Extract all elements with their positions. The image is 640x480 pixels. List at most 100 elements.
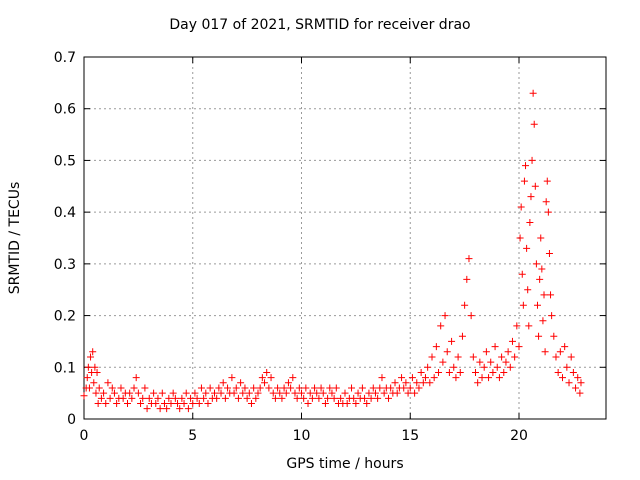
data-point-marker xyxy=(206,384,214,392)
data-point-marker xyxy=(211,389,218,397)
data-point-marker xyxy=(519,301,527,309)
data-point-marker xyxy=(358,384,366,392)
data-point-marker xyxy=(522,162,530,170)
data-point-marker xyxy=(293,394,301,402)
data-point-marker xyxy=(491,343,499,351)
data-point-marker xyxy=(391,379,399,387)
data-point-marker xyxy=(83,374,91,382)
data-point-marker xyxy=(291,389,299,397)
data-point-marker xyxy=(145,394,153,402)
data-point-marker xyxy=(428,353,436,361)
data-point-marker xyxy=(352,399,360,407)
data-point-marker xyxy=(482,348,490,356)
data-point-marker xyxy=(380,389,388,397)
data-point-marker xyxy=(535,332,543,340)
data-point-marker xyxy=(437,322,445,330)
data-point-marker xyxy=(176,405,184,413)
data-point-marker xyxy=(298,389,305,397)
data-point-marker xyxy=(493,363,501,371)
data-point-marker xyxy=(261,379,269,387)
y-tick-label: 0 xyxy=(67,412,76,428)
data-point-marker xyxy=(110,389,118,397)
data-point-marker xyxy=(448,337,456,345)
grid-lines xyxy=(84,57,606,419)
y-tick-label: 0.3 xyxy=(54,257,76,273)
data-point-marker xyxy=(128,394,136,402)
data-point-marker xyxy=(150,389,158,397)
data-point-marker xyxy=(219,379,227,387)
x-tick-label: 10 xyxy=(293,428,311,444)
data-point-marker xyxy=(516,234,524,242)
data-point-marker xyxy=(450,363,458,371)
data-point-marker xyxy=(376,384,384,392)
data-point-marker xyxy=(94,399,102,407)
data-point-marker xyxy=(117,384,125,392)
data-point-marker xyxy=(421,374,429,382)
data-point-marker xyxy=(430,374,438,382)
data-point-marker xyxy=(561,343,569,351)
data-point-marker xyxy=(180,399,188,407)
data-point-marker xyxy=(280,384,288,392)
data-point-marker xyxy=(104,379,112,387)
data-point-marker xyxy=(406,384,414,392)
data-point-marker xyxy=(330,394,338,402)
data-point-marker xyxy=(520,177,528,185)
y-tick-label: 0.1 xyxy=(54,360,76,376)
data-point-marker xyxy=(536,275,544,283)
data-point-marker xyxy=(313,389,321,397)
data-point-marker xyxy=(302,384,310,392)
data-point-marker xyxy=(221,394,229,402)
data-point-marker xyxy=(306,389,314,397)
data-point-marker xyxy=(547,291,555,299)
data-point-marker xyxy=(254,389,262,397)
data-point-marker xyxy=(504,348,512,356)
data-point-marker xyxy=(474,379,482,387)
data-point-marker xyxy=(289,374,297,382)
data-point-marker xyxy=(465,255,473,263)
data-point-marker xyxy=(369,384,377,392)
data-point-marker xyxy=(174,399,182,407)
data-point-marker xyxy=(304,399,312,407)
data-point-marker xyxy=(559,374,566,382)
data-point-marker xyxy=(417,368,425,376)
data-point-marker xyxy=(554,368,562,376)
data-point-marker xyxy=(443,348,451,356)
data-point-marker xyxy=(533,301,541,309)
data-point-marker xyxy=(106,394,114,402)
data-point-marker xyxy=(95,384,103,392)
data-point-marker xyxy=(284,379,292,387)
data-point-marker xyxy=(274,384,282,392)
data-point-marker xyxy=(385,394,392,402)
data-point-marker xyxy=(400,384,408,392)
data-point-marker xyxy=(124,399,131,407)
data-point-marker xyxy=(563,363,571,371)
data-point-marker xyxy=(525,322,533,330)
data-point-marker xyxy=(413,379,421,387)
data-point-marker xyxy=(515,343,523,351)
data-point-marker xyxy=(550,332,558,340)
data-point-marker xyxy=(378,374,386,382)
data-point-marker xyxy=(90,379,98,387)
data-point-marker xyxy=(513,322,521,330)
x-tick-label: 20 xyxy=(510,428,528,444)
data-point-marker xyxy=(97,394,105,402)
data-point-marker xyxy=(498,353,506,361)
data-point-marker xyxy=(469,353,477,361)
data-point-marker xyxy=(531,182,539,190)
data-point-marker xyxy=(243,394,251,402)
data-point-marker xyxy=(108,384,116,392)
data-point-marker xyxy=(532,260,540,268)
data-point-marker xyxy=(489,368,497,376)
data-point-marker xyxy=(545,250,553,258)
data-point-marker xyxy=(169,389,177,397)
data-point-marker xyxy=(367,394,375,402)
y-tick-labels: 0 0.1 0.2 0.3 0.4 0.5 0.6 0.7 xyxy=(54,50,76,428)
data-point-marker xyxy=(432,343,440,351)
data-point-marker xyxy=(92,389,100,397)
data-point-marker xyxy=(134,389,142,397)
data-point-marker xyxy=(537,234,545,242)
data-point-marker xyxy=(365,389,373,397)
data-point-marker xyxy=(256,384,264,392)
data-point-marker xyxy=(556,348,564,356)
